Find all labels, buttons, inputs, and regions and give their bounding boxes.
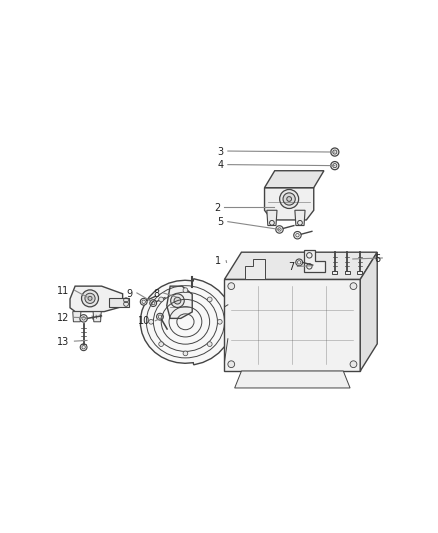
Text: 7: 7 <box>288 262 294 272</box>
Polygon shape <box>110 297 130 306</box>
Circle shape <box>183 351 188 356</box>
Circle shape <box>159 297 163 302</box>
Circle shape <box>296 259 303 266</box>
Circle shape <box>174 297 181 304</box>
Circle shape <box>159 342 163 346</box>
FancyBboxPatch shape <box>332 271 337 273</box>
Circle shape <box>350 282 357 289</box>
Polygon shape <box>267 211 277 225</box>
Text: 2: 2 <box>214 203 220 213</box>
Circle shape <box>228 361 235 368</box>
Circle shape <box>279 189 299 208</box>
FancyBboxPatch shape <box>345 271 350 273</box>
Text: 5: 5 <box>217 217 223 227</box>
Circle shape <box>283 193 295 205</box>
Polygon shape <box>304 250 325 272</box>
Circle shape <box>88 296 92 301</box>
Circle shape <box>350 361 357 368</box>
Circle shape <box>157 313 163 320</box>
Circle shape <box>81 290 99 307</box>
Circle shape <box>140 298 147 305</box>
Circle shape <box>183 288 188 293</box>
Polygon shape <box>245 259 265 279</box>
Circle shape <box>287 197 292 201</box>
Circle shape <box>80 344 87 351</box>
Circle shape <box>159 342 163 346</box>
Polygon shape <box>224 279 360 371</box>
Circle shape <box>276 225 283 233</box>
Circle shape <box>207 297 212 302</box>
Polygon shape <box>224 252 377 279</box>
Polygon shape <box>93 312 101 322</box>
Circle shape <box>150 300 156 306</box>
Circle shape <box>207 342 212 346</box>
Circle shape <box>331 161 339 169</box>
Text: 13: 13 <box>57 337 69 347</box>
Circle shape <box>207 297 212 302</box>
Text: 11: 11 <box>57 286 69 296</box>
Text: 10: 10 <box>138 317 150 326</box>
Polygon shape <box>235 371 350 388</box>
Text: 1: 1 <box>215 256 221 266</box>
Circle shape <box>207 342 212 346</box>
Circle shape <box>217 319 222 324</box>
Circle shape <box>183 288 188 293</box>
Circle shape <box>80 314 87 322</box>
Circle shape <box>217 319 222 324</box>
Circle shape <box>171 294 184 308</box>
Polygon shape <box>70 286 123 312</box>
Text: 12: 12 <box>57 313 69 323</box>
Circle shape <box>85 293 95 303</box>
Polygon shape <box>141 279 233 365</box>
Text: 3: 3 <box>217 147 223 157</box>
Polygon shape <box>295 211 305 225</box>
Circle shape <box>183 351 188 356</box>
Circle shape <box>149 319 153 324</box>
Polygon shape <box>265 188 314 220</box>
Circle shape <box>331 148 339 156</box>
Circle shape <box>159 297 163 302</box>
Polygon shape <box>167 286 192 318</box>
Circle shape <box>228 282 235 289</box>
Text: 4: 4 <box>217 160 223 170</box>
Circle shape <box>294 231 301 239</box>
FancyBboxPatch shape <box>357 271 362 273</box>
Text: 8: 8 <box>153 288 159 298</box>
Circle shape <box>149 319 153 324</box>
Polygon shape <box>265 171 324 188</box>
Text: 6: 6 <box>374 254 381 264</box>
Polygon shape <box>73 312 81 322</box>
Polygon shape <box>360 252 377 371</box>
Text: 9: 9 <box>127 288 133 298</box>
